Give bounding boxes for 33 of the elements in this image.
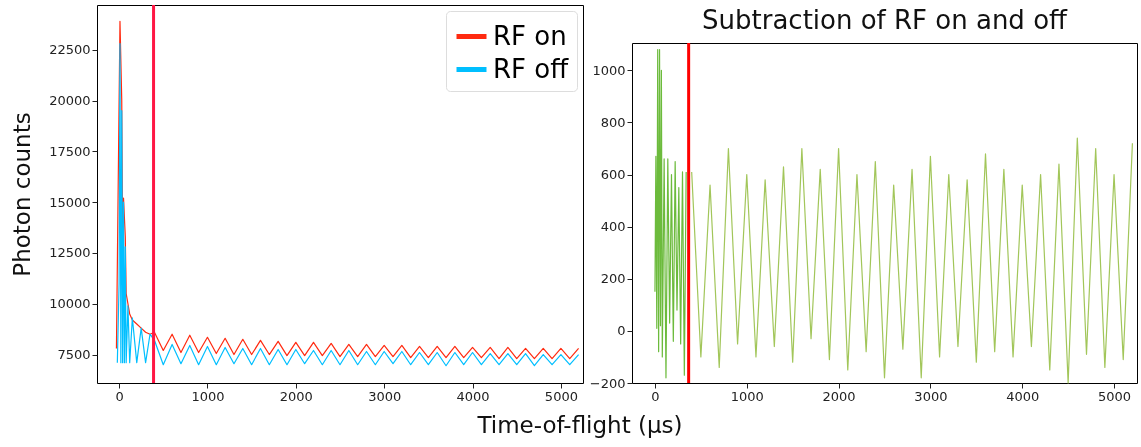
x-tick-label: 5000: [544, 388, 578, 404]
x-tick-label: 5000: [1098, 388, 1132, 404]
x-tick-label: 0: [651, 388, 660, 404]
y-tick-label: 200: [600, 271, 626, 287]
line-series: [691, 137, 1134, 384]
legend-label: RF off: [493, 53, 570, 84]
y-tick-label: 20000: [49, 93, 91, 109]
x-tick-label: 2000: [279, 388, 313, 404]
x-tick-label: 1000: [191, 388, 225, 404]
y-axis-title: Photon counts: [9, 112, 36, 277]
x-tick-label: 1000: [730, 388, 764, 404]
y-tick-label: −200: [589, 375, 626, 391]
y-tick-label: 12500: [49, 245, 91, 261]
y-tick-label: 1000: [592, 62, 626, 78]
y-tick-label: 600: [600, 167, 626, 183]
x-tick-label: 0: [115, 388, 124, 404]
y-tick-label: 0: [617, 323, 626, 339]
chart-title: Subtraction of RF on and off: [702, 4, 1069, 35]
y-tick-label: 17500: [49, 143, 91, 159]
x-axis-title: Time-of-flight (µs): [476, 412, 684, 438]
y-tick-label: 22500: [49, 42, 91, 58]
y-tick-label: 10000: [49, 296, 91, 312]
y-tick-label: 800: [600, 114, 626, 130]
line-series: [654, 48, 687, 379]
y-tick-label: 7500: [57, 347, 91, 363]
x-tick-label: 4000: [456, 388, 490, 404]
y-tick-label: 400: [600, 219, 626, 235]
legend-label: RF on: [493, 20, 567, 51]
x-tick-label: 3000: [914, 388, 948, 404]
x-tick-label: 4000: [1006, 388, 1040, 404]
x-tick-label: 2000: [822, 388, 856, 404]
x-tick-label: 3000: [368, 388, 402, 404]
y-tick-label: 15000: [49, 194, 91, 210]
